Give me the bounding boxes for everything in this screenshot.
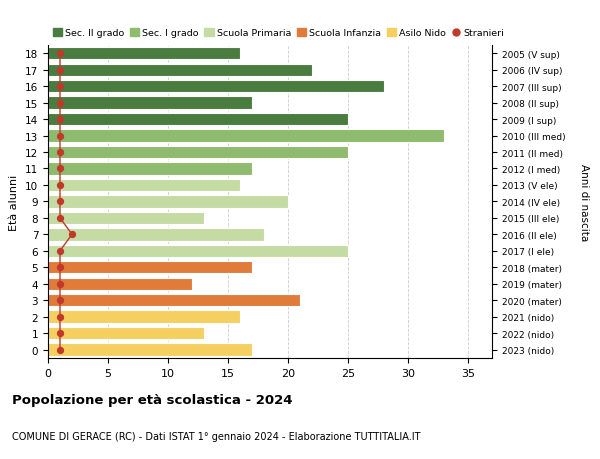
Bar — [48, 48, 240, 60]
Point — [55, 116, 65, 123]
Text: COMUNE DI GERACE (RC) - Dati ISTAT 1° gennaio 2024 - Elaborazione TUTTITALIA.IT: COMUNE DI GERACE (RC) - Dati ISTAT 1° ge… — [12, 431, 421, 441]
Bar — [48, 278, 192, 290]
Bar — [48, 212, 204, 224]
Point — [55, 67, 65, 74]
Bar — [48, 146, 348, 159]
Bar — [48, 229, 264, 241]
Point — [55, 313, 65, 321]
Bar — [48, 311, 240, 323]
Bar — [48, 327, 204, 340]
Bar — [48, 262, 252, 274]
Bar — [48, 294, 300, 307]
Point — [67, 231, 77, 239]
Point — [55, 264, 65, 271]
Point — [55, 215, 65, 222]
Point — [55, 346, 65, 353]
Point — [55, 198, 65, 206]
Point — [55, 165, 65, 173]
Bar — [48, 163, 252, 175]
Point — [55, 100, 65, 107]
Text: Popolazione per età scolastica - 2024: Popolazione per età scolastica - 2024 — [12, 393, 293, 406]
Point — [55, 330, 65, 337]
Point — [55, 280, 65, 288]
Bar — [48, 97, 252, 110]
Bar — [48, 64, 312, 77]
Bar — [48, 196, 288, 208]
Bar — [48, 179, 240, 192]
Point — [55, 133, 65, 140]
Point — [55, 149, 65, 157]
Point — [55, 50, 65, 58]
Y-axis label: Anni di nascita: Anni di nascita — [579, 163, 589, 241]
Point — [55, 182, 65, 189]
Bar — [48, 130, 444, 142]
Bar — [48, 114, 348, 126]
Y-axis label: Età alunni: Età alunni — [10, 174, 19, 230]
Bar — [48, 81, 384, 93]
Bar — [48, 245, 348, 257]
Point — [55, 83, 65, 90]
Point — [55, 297, 65, 304]
Legend: Sec. II grado, Sec. I grado, Scuola Primaria, Scuola Infanzia, Asilo Nido, Stran: Sec. II grado, Sec. I grado, Scuola Prim… — [53, 29, 505, 38]
Point — [55, 247, 65, 255]
Bar — [48, 344, 252, 356]
